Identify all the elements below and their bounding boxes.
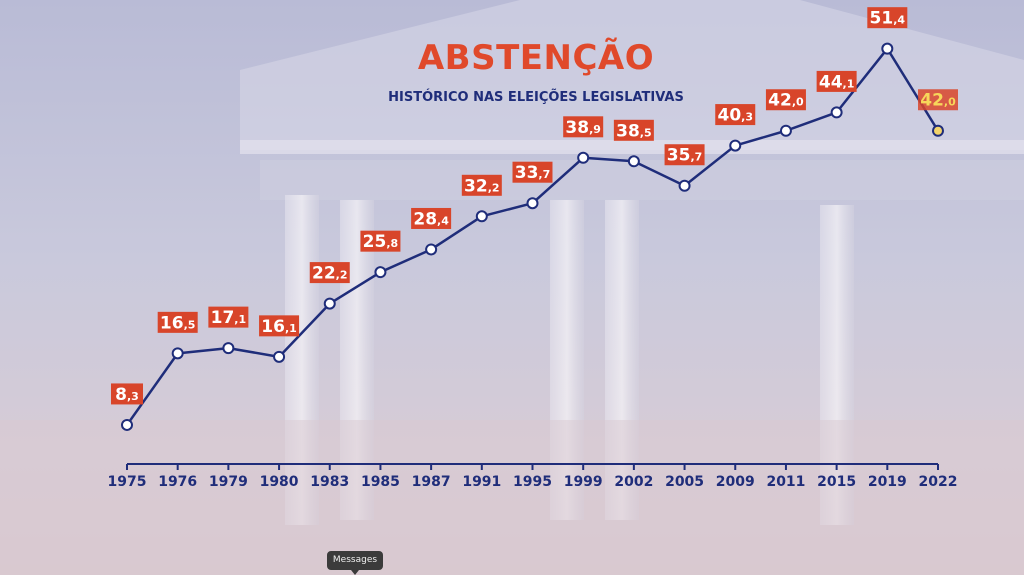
- x-tick-label: 2002: [614, 474, 653, 490]
- data-label: 51,4: [867, 7, 908, 29]
- data-label-box: [918, 89, 958, 111]
- data-label-text: 35,7: [667, 146, 703, 166]
- data-label-box: [512, 161, 553, 183]
- data-label: 44,1: [816, 70, 857, 92]
- data-point: [526, 197, 539, 210]
- data-label: 8,3: [111, 383, 143, 405]
- data-label: 40,3: [715, 104, 756, 126]
- data-label-box: [259, 315, 300, 337]
- data-label: 38,9: [563, 116, 604, 138]
- data-label-box: [563, 116, 604, 138]
- data-point: [273, 350, 286, 363]
- data-label-box: [765, 89, 806, 111]
- chart-title: ABSTENÇÃO: [417, 38, 655, 78]
- x-tick-label: 1987: [412, 474, 451, 490]
- data-label-box: [461, 174, 502, 196]
- data-point: [729, 139, 742, 152]
- x-tick-label: 2022: [919, 474, 958, 490]
- x-tick-label: 1985: [361, 474, 400, 490]
- data-label-box: [157, 311, 198, 333]
- data-label: 35,7: [664, 144, 705, 166]
- data-label: 38,5: [613, 119, 654, 141]
- data-label-box: [111, 383, 143, 405]
- data-label: 42,0: [918, 89, 958, 111]
- data-label-box: [411, 207, 452, 229]
- data-label: 17,1: [208, 306, 249, 328]
- data-label: 32,2: [461, 174, 502, 196]
- x-tick-label: 1980: [260, 474, 299, 490]
- data-point: [323, 297, 336, 310]
- data-label: 33,7: [512, 161, 553, 183]
- data-point: [374, 266, 387, 279]
- x-tick-label: 2009: [716, 474, 755, 490]
- data-label-text: 38,9: [565, 118, 601, 138]
- data-label-text: 44,1: [819, 72, 855, 92]
- data-point: [222, 342, 235, 355]
- data-label-text: 38,5: [616, 121, 652, 141]
- data-label-box: [613, 119, 654, 141]
- x-tick-label: 1995: [513, 474, 552, 490]
- data-label-text: 40,3: [717, 106, 753, 126]
- x-tick-label: 1979: [209, 474, 248, 490]
- data-point: [830, 106, 843, 119]
- data-label-text: 51,4: [870, 9, 906, 29]
- x-tick-label: 2015: [817, 474, 856, 490]
- data-label-text: 28,4: [413, 209, 449, 229]
- data-label-text: 42,0: [768, 91, 804, 111]
- data-point: [121, 418, 133, 431]
- data-label-box: [360, 230, 401, 252]
- data-point: [425, 243, 438, 256]
- data-label: 22,2: [309, 262, 350, 284]
- data-label-text: 32,2: [464, 176, 500, 196]
- messages-tooltip: Messages: [327, 551, 383, 575]
- data-point: [678, 179, 691, 192]
- data-label-text: 42,0: [920, 91, 956, 111]
- data-label-text: 25,8: [363, 232, 399, 252]
- x-tick-label: 1983: [310, 474, 349, 490]
- data-label: 16,5: [157, 311, 198, 333]
- x-tick-label: 1976: [158, 474, 197, 490]
- x-tick-label: 2011: [766, 474, 805, 490]
- data-label: 28,4: [411, 207, 452, 229]
- data-point: [881, 42, 894, 55]
- x-tick-label: 1991: [462, 474, 501, 490]
- data-label: 16,1: [259, 315, 300, 337]
- x-tick-label: 1975: [108, 474, 147, 490]
- data-point: [577, 151, 590, 164]
- data-label: 25,8: [360, 230, 401, 252]
- data-label-box: [664, 144, 705, 166]
- x-tick-label: 1999: [564, 474, 603, 490]
- data-label-box: [208, 306, 249, 328]
- data-label-box: [715, 104, 756, 126]
- data-label-text: 16,1: [261, 317, 297, 337]
- data-label-text: 17,1: [211, 308, 247, 328]
- data-label-box: [867, 7, 908, 29]
- data-label-box: [309, 262, 350, 284]
- data-point: [627, 155, 640, 168]
- chart-subtitle: HISTÓRICO NAS ELEIÇÕES LEGISLATIVAS: [388, 90, 684, 105]
- data-label: 42,0: [765, 89, 806, 111]
- x-tick-label: 2019: [868, 474, 907, 490]
- x-tick-label: 2005: [665, 474, 704, 490]
- data-point: [779, 124, 792, 137]
- data-label-box: [816, 70, 857, 92]
- data-label-text: 8,3: [115, 385, 139, 405]
- data-label-text: 22,2: [312, 264, 348, 284]
- series-line: [125, 47, 940, 426]
- data-label-text: 33,7: [515, 163, 551, 183]
- data-point: [171, 347, 184, 360]
- data-point: [475, 210, 488, 223]
- data-point: [932, 124, 944, 137]
- data-label-text: 16,5: [160, 313, 196, 333]
